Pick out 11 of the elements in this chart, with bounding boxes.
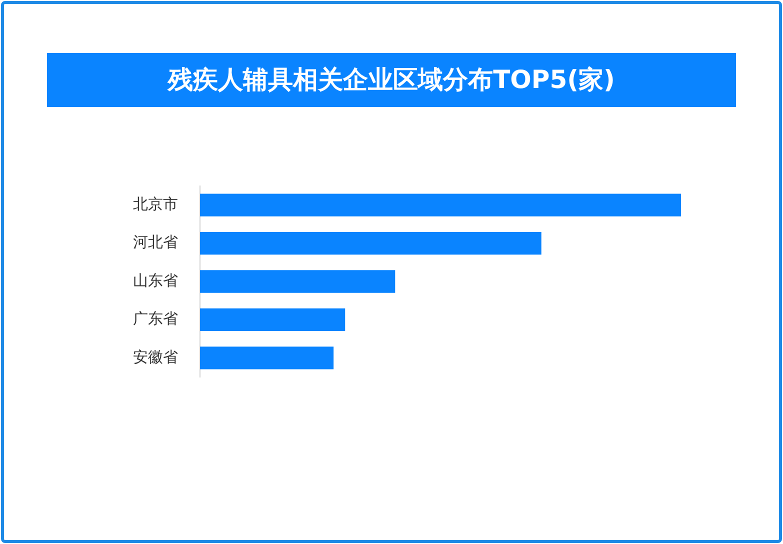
bar <box>200 270 396 293</box>
y-tick-label: 河北省 <box>133 233 178 252</box>
bar <box>200 346 334 370</box>
y-tick-label: 广东省 <box>133 310 178 328</box>
bar <box>200 232 542 255</box>
y-tick-label: 山东省 <box>133 271 178 290</box>
chart-title: 残疾人辅具相关企业区域分布TOP5(家) <box>47 53 736 107</box>
y-tick-label: 北京市 <box>133 194 178 213</box>
bar <box>200 194 681 216</box>
y-tick-label: 安徽省 <box>133 348 178 366</box>
bar <box>200 308 346 332</box>
